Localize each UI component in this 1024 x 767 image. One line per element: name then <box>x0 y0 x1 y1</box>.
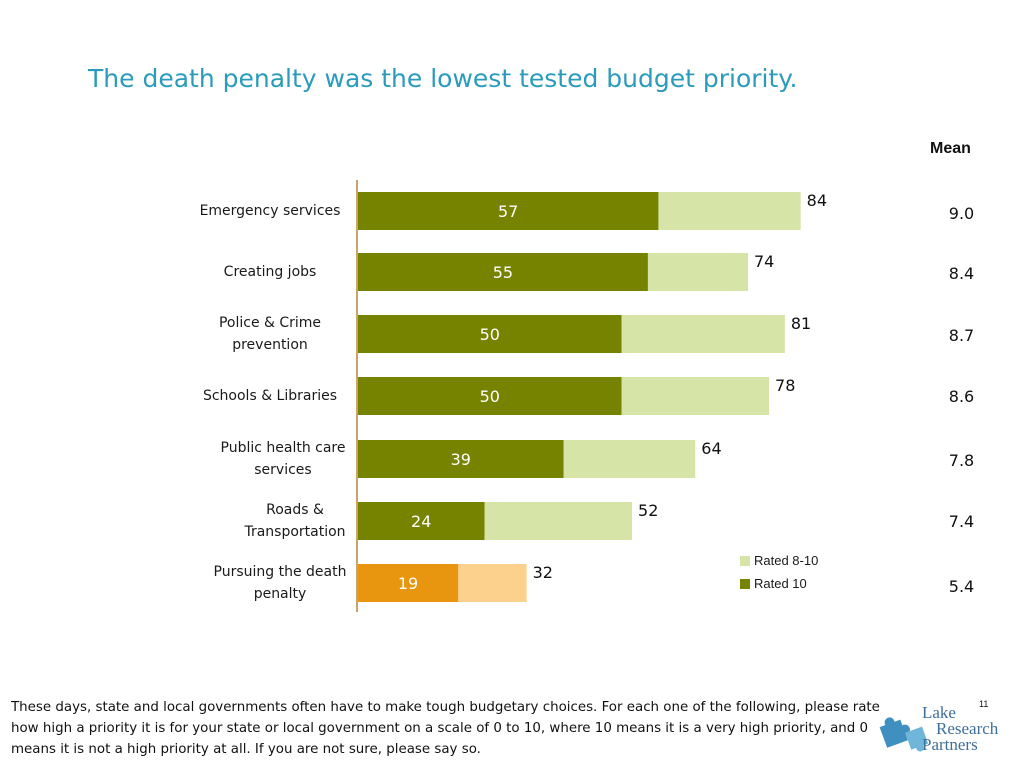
legend-swatch-light <box>740 556 750 566</box>
bar-rated-10 <box>358 502 485 540</box>
mean-value: 5.4 <box>948 577 975 596</box>
bar-rated-10 <box>358 377 622 415</box>
category-label: Emergency services <box>199 203 341 219</box>
logo-line-3: Partners <box>922 735 978 754</box>
data-label-rated-8-10: 84 <box>807 191 827 210</box>
logo-line-1: Lake <box>922 703 956 722</box>
category-label: Pursuing the death penalty <box>213 564 347 602</box>
data-label-rated-8-10: 81 <box>791 314 811 333</box>
data-label-rated-8-10: 52 <box>638 501 658 520</box>
data-label-rated-10: 39 <box>451 450 471 469</box>
category-label: Roads & Transportation <box>244 502 346 540</box>
logo-text: Lake Research Partners <box>922 703 999 754</box>
mean-value: 8.7 <box>948 326 975 345</box>
category-label: Creating jobs <box>223 264 317 280</box>
mean-value: 7.8 <box>948 451 975 470</box>
data-label-rated-8-10: 74 <box>754 252 774 271</box>
legend-item-rated-10: Rated 10 <box>740 576 807 591</box>
legend-item-rated-8-10: Rated 8-10 <box>740 553 818 568</box>
mean-header: Mean <box>930 140 971 157</box>
bar-rated-10 <box>358 192 659 230</box>
legend-label-light: Rated 8-10 <box>754 553 819 568</box>
legend-label-dark: Rated 10 <box>754 576 807 591</box>
data-label-rated-8-10: 32 <box>533 563 553 582</box>
data-label-rated-8-10: 78 <box>775 376 795 395</box>
question-footnote: These days, state and local governments … <box>11 700 880 757</box>
data-label-rated-10: 50 <box>480 325 500 344</box>
data-label-rated-10: 50 <box>480 387 500 406</box>
category-label: Schools & Libraries <box>202 388 338 404</box>
data-label-rated-10: 19 <box>398 574 418 593</box>
data-label-rated-10: 55 <box>493 263 513 282</box>
puzzle-logo-icon <box>879 717 929 752</box>
mean-value: 8.6 <box>948 387 975 406</box>
chart-title: The death penalty was the lowest tested … <box>88 64 798 93</box>
category-label: Police & Crime prevention <box>218 315 322 353</box>
mean-value: 9.0 <box>948 204 975 223</box>
legend-swatch-dark <box>740 579 750 589</box>
page-number: 11 <box>979 699 989 709</box>
mean-value: 7.4 <box>948 512 975 531</box>
bar-rated-10 <box>358 253 648 291</box>
data-label-rated-10: 24 <box>411 512 431 531</box>
category-label: Public health care services <box>220 440 346 478</box>
data-label-rated-8-10: 64 <box>701 439 721 458</box>
bar-rated-10 <box>358 564 459 602</box>
bar-rated-10 <box>358 440 564 478</box>
data-label-rated-10: 57 <box>498 202 518 221</box>
bar-rated-10 <box>358 315 622 353</box>
mean-value: 8.4 <box>948 264 975 283</box>
lake-research-partners-logo: Lake Research Partners <box>872 704 1022 764</box>
logo-line-2: Research <box>936 719 999 738</box>
